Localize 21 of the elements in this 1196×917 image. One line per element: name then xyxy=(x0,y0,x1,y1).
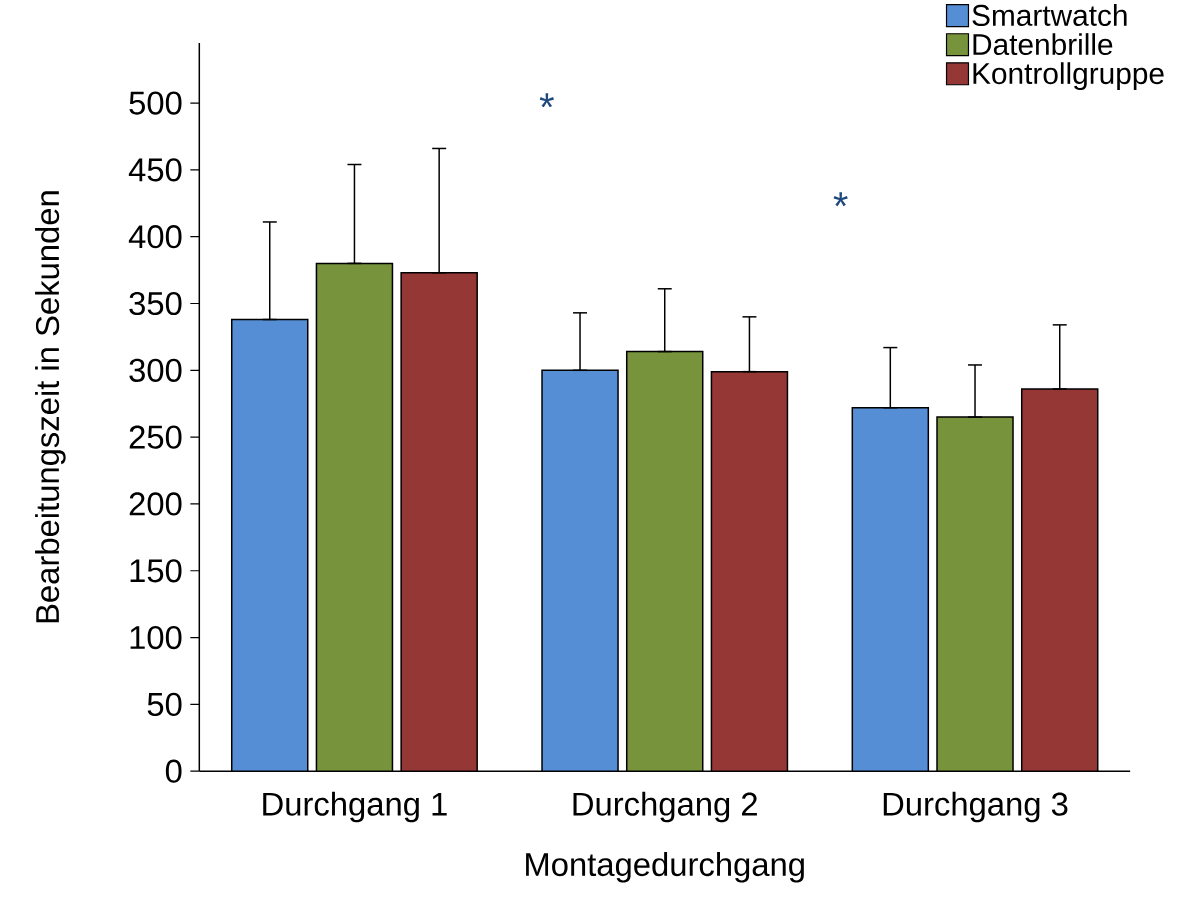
legend-label: Datenbrille xyxy=(973,33,1113,56)
annotation: * xyxy=(539,93,554,108)
y-tick-label: 100 xyxy=(130,626,182,650)
y-tick-label: 400 xyxy=(128,225,182,249)
y-axis-title: Bearbeitungszeit in Sekunden xyxy=(35,191,66,623)
y-tick-label: 200 xyxy=(129,492,182,516)
y-tick-label: 350 xyxy=(129,291,182,316)
y-tick-label: 500 xyxy=(129,91,182,115)
y-tick-label: 50 xyxy=(147,692,182,717)
legend-label: Kontrollgruppe xyxy=(973,62,1164,91)
x-axis-title: Montagedurchgang xyxy=(526,852,804,883)
y-tick-label: 450 xyxy=(128,158,182,182)
y-tick-label: 300 xyxy=(129,358,182,382)
y-tick-label: 150 xyxy=(130,559,182,583)
y-tick-label: 0 xyxy=(165,759,182,783)
x-tick-label: Durchgang 2 xyxy=(573,791,757,823)
x-tick-label: Durchgang 1 xyxy=(263,791,447,823)
y-tick-label: 250 xyxy=(129,425,182,449)
legend-label: Smartwatch xyxy=(972,4,1127,27)
x-tick-label: Durchgang 3 xyxy=(883,791,1068,823)
annotation: * xyxy=(833,192,848,207)
